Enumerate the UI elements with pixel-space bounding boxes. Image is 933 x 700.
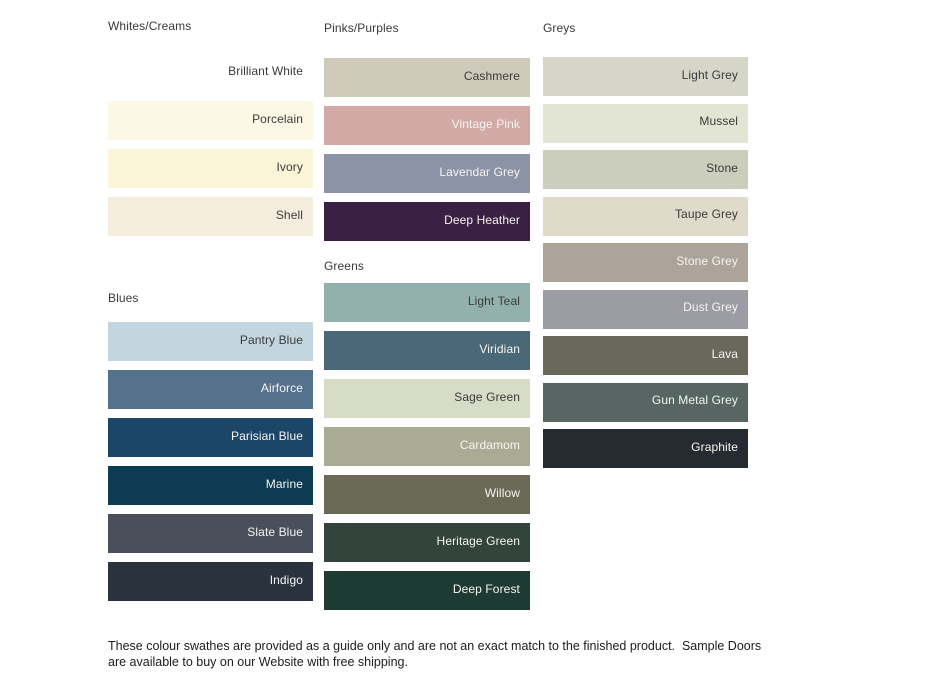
swatch-label: Light Grey (681, 67, 738, 82)
swatch-label: Shell (275, 207, 303, 222)
group-blues: Blues Pantry Blue Airforce Parisian Blue Mar… (108, 291, 313, 601)
swatch-label: Deep Heather (444, 212, 520, 227)
swatch-label: Indigo (269, 572, 303, 587)
swatch-lavendar-grey: Lavendar Grey (324, 154, 530, 193)
swatch-label: Willow (484, 485, 520, 500)
swatch-label: Lava (711, 346, 738, 361)
swatch-brilliant-white: Brilliant White (108, 53, 313, 92)
swatch-dust-grey: Dust Grey (543, 289, 748, 329)
group-title-greens: Greens (324, 259, 364, 273)
group-pinks: Pinks/Purples Cashmere Vintage Pink Lavenda… (324, 21, 530, 241)
group-greys: Greys Light Grey Mussel Stone Taupe Grey Ston… (543, 21, 748, 468)
group-greens: Greens Light Teal Viridian Sage Green Cardam… (324, 259, 530, 610)
column-whites-and-blues: Whites/Creams Brilliant White Porcelain Ivo… (108, 0, 313, 601)
swatch-light-teal: Light Teal (324, 283, 530, 322)
swatch-pantry-blue: Pantry Blue (108, 322, 313, 361)
column-pinks-and-greens: Pinks/Purples Cashmere Vintage Pink Lavenda… (324, 0, 530, 610)
swatch-taupe-grey: Taupe Grey (543, 196, 748, 236)
swatch-parisian-blue: Parisian Blue (108, 418, 313, 457)
swatch-label: Cashmere (463, 68, 520, 83)
swatch-label: Taupe Grey (674, 207, 738, 221)
swatch-label: Porcelain (252, 111, 303, 126)
swatch-stack-blues: Pantry Blue Airforce Parisian Blue Marine Sl… (108, 322, 313, 601)
group-title-pinks: Pinks/Purples (324, 21, 399, 35)
swatch-stack-greys: Light Grey Mussel Stone Taupe Grey Stone Gre… (543, 57, 748, 468)
swatch-viridian: Viridian (324, 331, 530, 370)
swatch-graphite: Graphite (543, 429, 748, 468)
swatch-sage-green: Sage Green (324, 379, 530, 418)
swatch-ivory: Ivory (108, 149, 313, 188)
swatch-porcelain: Porcelain (108, 101, 313, 140)
swatch-cashmere: Cashmere (324, 58, 530, 97)
swatch-stack-greens: Light Teal Viridian Sage Green Cardamom Will… (324, 283, 530, 610)
group-title-blues: Blues (108, 291, 139, 305)
swatch-label: Marine (265, 476, 303, 491)
swatch-label: Ivory (276, 159, 303, 174)
swatch-label: Viridian (479, 341, 520, 356)
swatch-label: Deep Forest (452, 581, 520, 596)
swatch-label: Parisian Blue (230, 428, 303, 443)
swatch-slate-blue: Slate Blue (108, 514, 313, 553)
swatch-label: Heritage Green (436, 533, 520, 548)
swatch-deep-forest: Deep Forest (324, 571, 530, 610)
swatch-stone-grey: Stone Grey (543, 243, 748, 282)
group-title-whites: Whites/Creams (108, 19, 192, 33)
swatch-gun-metal-grey: Gun Metal Grey (543, 382, 748, 422)
swatch-shell: Shell (108, 197, 313, 236)
swatch-label: Stone (706, 160, 738, 175)
group-title-greys: Greys (543, 21, 576, 35)
swatch-heritage-green: Heritage Green (324, 523, 530, 562)
swatch-lava: Lava (543, 336, 748, 375)
swatch-stack-pinks: Cashmere Vintage Pink Lavendar Grey Deep He… (324, 58, 530, 241)
swatch-stack-whites: Brilliant White Porcelain Ivory Shell (108, 53, 313, 236)
swatch-label: Lavendar Grey (439, 164, 520, 179)
column-greys: Greys Light Grey Mussel Stone Taupe Grey Ston… (543, 0, 748, 468)
swatch-label: Vintage Pink (451, 116, 520, 131)
swatch-label: Brilliant White (228, 63, 303, 78)
swatch-vintage-pink: Vintage Pink (324, 106, 530, 145)
swatch-deep-heather: Deep Heather (324, 202, 530, 241)
swatch-marine: Marine (108, 466, 313, 505)
swatch-light-grey: Light Grey (543, 57, 748, 96)
swatch-label: Gun Metal Grey (651, 393, 738, 407)
swatch-label: Light Teal (467, 293, 520, 308)
disclaimer-note: These colour swathes are provided as a g… (108, 639, 765, 669)
swatch-label: Stone Grey (676, 253, 738, 268)
swatch-mussel: Mussel (543, 103, 748, 143)
swatch-indigo: Indigo (108, 562, 313, 601)
swatch-label: Graphite (691, 439, 738, 454)
swatch-label: Slate Blue (247, 524, 303, 539)
swatch-stone: Stone (543, 150, 748, 189)
swatch-label: Pantry Blue (239, 332, 303, 347)
swatch-airforce: Airforce (108, 370, 313, 409)
swatch-label: Dust Grey (683, 300, 738, 314)
swatch-cardamom: Cardamom (324, 427, 530, 466)
swatch-willow: Willow (324, 475, 530, 514)
group-whites: Whites/Creams Brilliant White Porcelain Ivo… (108, 19, 313, 236)
swatch-label: Mussel (699, 114, 738, 128)
swatch-label: Sage Green (454, 389, 520, 404)
swatch-label: Cardamom (459, 437, 520, 452)
swatch-label: Airforce (260, 380, 303, 395)
